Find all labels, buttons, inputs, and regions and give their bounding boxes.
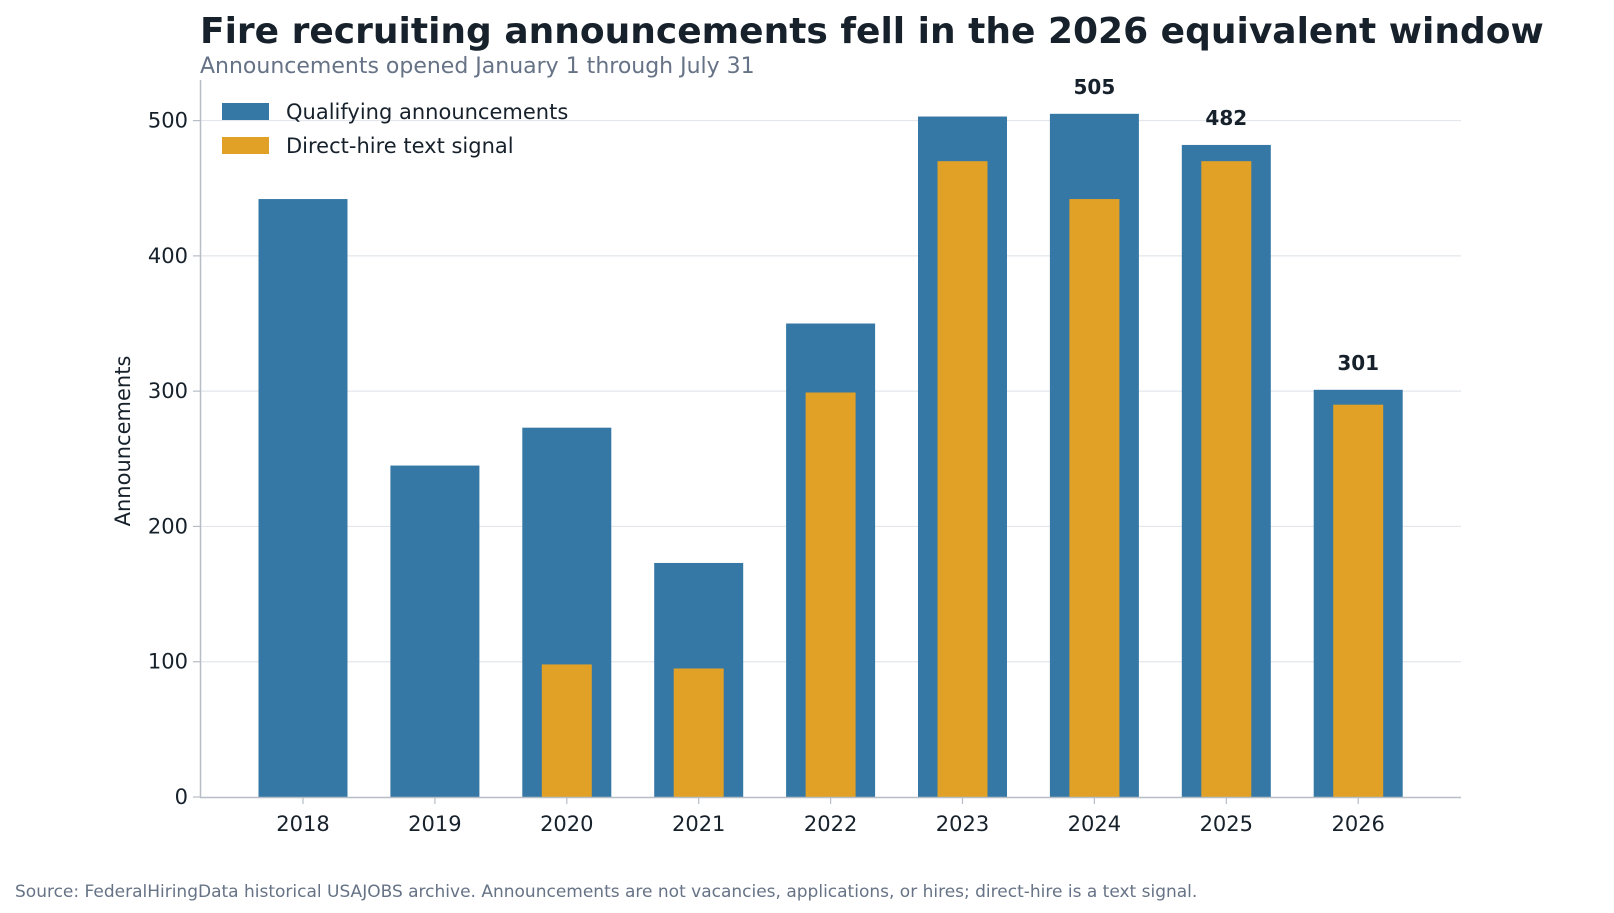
y-tick-label-200: 200	[148, 514, 188, 538]
source-note: Source: FederalHiringData historical USA…	[15, 882, 1197, 902]
y-tick-label-300: 300	[148, 379, 188, 403]
data-label-2025: 482	[1205, 106, 1247, 130]
bar-direct-hire-2025	[1201, 161, 1252, 798]
x-tick-label-2022: 2022	[804, 812, 857, 836]
y-tick-label-100: 100	[148, 650, 188, 674]
y-tick-label-500: 500	[148, 109, 188, 133]
x-tick-label-2021: 2021	[672, 812, 725, 836]
bar-direct-hire-2020	[541, 664, 592, 797]
legend-swatch-direct-hire	[222, 137, 269, 154]
legend-label-qualifying: Qualifying announcements	[286, 100, 568, 124]
data-label-2026: 301	[1337, 351, 1379, 375]
legend-label-direct-hire: Direct-hire text signal	[286, 134, 514, 158]
legend-swatch-qualifying	[222, 103, 269, 120]
legend: Qualifying announcements Direct-hire tex…	[222, 100, 568, 158]
data-labels: 505 482 301	[1074, 75, 1380, 375]
x-tick-labels: 2018 2019 2020 2021 2022 2023 2024 2025 2026	[276, 797, 1385, 836]
bars	[258, 113, 1403, 798]
x-tick-label-2023: 2023	[936, 812, 989, 836]
bar-direct-hire-2023	[937, 161, 988, 798]
x-tick-label-2025: 2025	[1200, 812, 1253, 836]
x-tick-label-2019: 2019	[408, 812, 461, 836]
chart-subtitle: Announcements opened January 1 through J…	[200, 54, 755, 79]
data-label-2024: 505	[1074, 75, 1116, 99]
y-axis-label: Announcements	[111, 356, 135, 527]
x-tick-label-2024: 2024	[1068, 812, 1121, 836]
chart-title: Fire recruiting announcements fell in th…	[200, 11, 1544, 52]
bar-qualifying-2018	[258, 199, 348, 797]
y-tick-labels: 0 100 200 300 400 500	[148, 109, 200, 809]
y-tick-label-0: 0	[175, 785, 188, 809]
x-tick-label-2018: 2018	[276, 812, 329, 836]
bar-direct-hire-2022	[805, 392, 856, 797]
x-tick-label-2026: 2026	[1331, 812, 1384, 836]
bar-direct-hire-2026	[1333, 404, 1384, 797]
bar-direct-hire-2024	[1069, 199, 1120, 797]
bar-direct-hire-2021	[673, 668, 724, 797]
y-tick-label-400: 400	[148, 244, 188, 268]
x-tick-label-2020: 2020	[540, 812, 593, 836]
bar-qualifying-2019	[390, 465, 480, 797]
